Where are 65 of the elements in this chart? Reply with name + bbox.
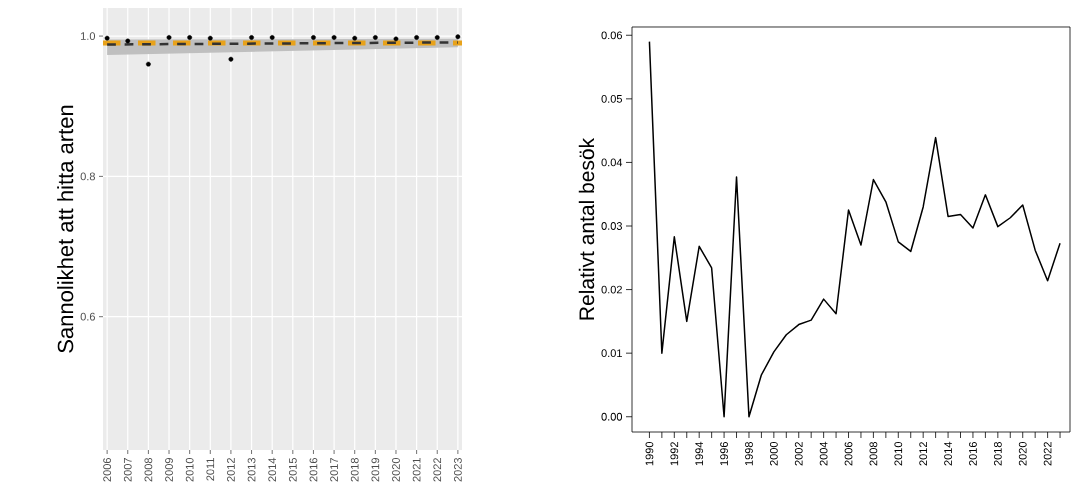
point: [311, 35, 316, 40]
point: [166, 35, 172, 40]
line-series: [648, 40, 1061, 418]
x-tick-label: 2013: [247, 458, 256, 482]
x-tick-label: 2022: [433, 458, 442, 482]
x-tick-label: 2000: [769, 441, 778, 466]
x-tick-label: 1994: [695, 441, 704, 466]
x-tick-label: 2004: [819, 441, 828, 466]
x-tick-label: 2019: [371, 458, 380, 482]
y-axis-title: Sannolikhet att hitta arten: [57, 105, 74, 353]
y-tick-label: 0.02: [601, 285, 622, 294]
x-tick-label: 1996: [720, 442, 728, 466]
x-tick-label: 2023: [453, 458, 462, 482]
y-tick-label: 0.01: [601, 349, 622, 358]
y-tick-label: 0.00: [601, 412, 623, 421]
y-axis-title: Relativt antal besök: [578, 137, 595, 320]
y-tick-label: 0.04: [601, 158, 623, 167]
x-tick-label: 2021: [412, 458, 421, 482]
x-tick-label: 2020: [1018, 441, 1027, 466]
x-tick-label: 2022: [1043, 442, 1052, 466]
x-tick-label: 2012: [227, 458, 235, 482]
y-tick-label: 0.8: [80, 172, 95, 181]
x-tick-label: 2007: [123, 458, 132, 482]
point: [125, 38, 131, 44]
x-tick-label: 2010: [185, 457, 194, 482]
point: [228, 56, 234, 62]
x-tick-label: 2006: [844, 442, 853, 466]
x-tick-label: 2016: [309, 458, 318, 482]
x-tick-label: 2008: [869, 442, 878, 466]
x-tick-label: 2010: [894, 441, 903, 466]
x-tick-label: 1998: [745, 442, 753, 466]
x-tick-label: 2006: [103, 458, 112, 482]
point: [372, 35, 378, 40]
x-tick-label: 2017: [330, 458, 338, 482]
y-tick-label: 0.03: [601, 222, 622, 230]
x-tick-label: 2011: [206, 458, 215, 481]
point: [414, 35, 420, 40]
x-tick-label: 2014: [944, 441, 952, 466]
y-tick-label: 0.05: [601, 94, 622, 103]
x-tick-label: 2014: [268, 457, 277, 482]
x-tick-label: 2009: [165, 458, 173, 482]
point: [331, 35, 337, 40]
x-tick-label: 2008: [144, 458, 153, 482]
x-tick-label: 1990: [645, 441, 654, 466]
x-tick-label: 2018: [350, 458, 359, 482]
y-tick-label: 1.0: [81, 32, 96, 40]
point: [393, 36, 399, 42]
point: [434, 35, 440, 40]
y-tick-label: 0.06: [601, 31, 622, 40]
x-tick-label: 2015: [288, 458, 297, 482]
point: [455, 34, 461, 40]
point: [269, 35, 275, 40]
point: [104, 35, 110, 41]
x-tick-label: 2012: [919, 442, 928, 466]
point: [187, 35, 193, 40]
x-tick-label: 2020: [392, 457, 400, 482]
point: [249, 35, 254, 40]
x-tick-label: 2002: [794, 442, 803, 466]
x-tick-label: 2016: [969, 442, 977, 466]
point: [145, 61, 151, 67]
y-tick-label: 0.6: [80, 312, 95, 321]
x-tick-label: 1992: [670, 442, 679, 466]
point: [207, 35, 213, 41]
point: [352, 35, 358, 41]
x-tick-label: 2018: [993, 442, 1002, 466]
